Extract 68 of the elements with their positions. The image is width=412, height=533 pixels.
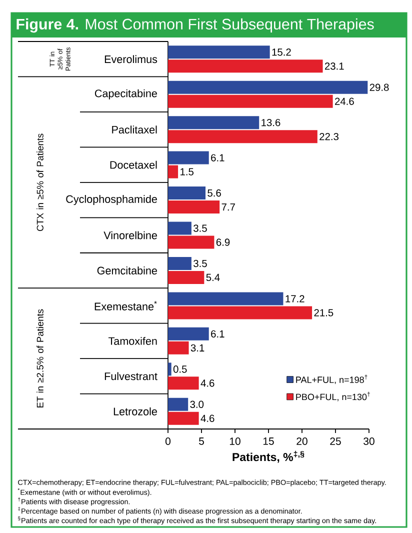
data-label: 7.7	[222, 204, 235, 211]
x-axis-title: Patients, %$^{‡,§}$	[232, 450, 304, 463]
bar	[168, 376, 199, 390]
y-tick-label: Exemestane$^{*}$	[94, 301, 157, 310]
x-tick-label: 15	[263, 438, 274, 445]
bar	[168, 362, 172, 376]
x-tick-label: 10	[230, 438, 240, 445]
data-label: 5.6	[208, 189, 221, 197]
data-label: 13.6	[262, 118, 280, 126]
data-label: 4.6	[200, 380, 214, 387]
legend-label: PBO+FUL, n=130$^{†}$	[296, 392, 370, 402]
data-label: 22.3	[320, 132, 338, 140]
data-label: 0.5	[173, 366, 187, 373]
bar	[168, 412, 199, 425]
y-tick-label: Gemcitabine	[97, 266, 157, 274]
bar	[168, 60, 323, 73]
data-label: 15.2	[272, 48, 291, 56]
x-tick-label: 5	[198, 438, 204, 445]
y-tick-label: Cyclophosphamide	[66, 194, 157, 206]
chart-title: Figure 4. Most Common First Subsequent Therapies	[16, 18, 374, 33]
data-label: 3.1	[190, 344, 204, 352]
bar	[168, 46, 270, 59]
y-tick-label: Capecitabine	[94, 89, 157, 100]
data-label: 29.8	[370, 84, 389, 91]
data-label: 6.1	[211, 330, 224, 338]
data-label: 1.5	[180, 168, 194, 176]
bar	[168, 165, 178, 178]
bar	[168, 222, 192, 235]
y-tick-label: Vinorelbine	[104, 231, 157, 240]
y-tick-label: Everolimus	[104, 55, 158, 64]
data-label: 3.5	[194, 260, 207, 268]
bar	[168, 270, 204, 284]
y-tick-label: Tamoxifen	[108, 336, 157, 345]
data-label: 6.1	[211, 154, 224, 162]
bar	[168, 116, 260, 130]
bar	[168, 80, 368, 94]
bar	[168, 327, 209, 340]
text: ET in ≥2.5% of Patients	[36, 309, 44, 408]
bar	[168, 130, 318, 144]
x-tick-label: 0	[165, 438, 170, 445]
bar	[168, 256, 192, 270]
data-label: 5.4	[206, 274, 220, 282]
y-tick-label: Paclitaxel	[112, 126, 157, 134]
data-label: 21.5	[314, 309, 334, 316]
data-label: 4.6	[200, 414, 214, 422]
bar	[168, 306, 312, 320]
data-label: 3.0	[190, 400, 204, 408]
y-tick-label: Docetaxel	[110, 160, 157, 169]
x-tick-label: 20	[296, 438, 308, 445]
y-tick-label: Letrozole	[114, 407, 157, 416]
x-tick-label: 30	[364, 438, 374, 445]
bar	[168, 151, 209, 164]
bar	[168, 200, 220, 214]
data-label: 6.9	[216, 238, 230, 246]
y-tick-label: Fulvestrant	[104, 372, 158, 380]
bar	[168, 292, 284, 306]
text: CTX in ≥5% of Patients	[36, 134, 44, 232]
bar	[168, 341, 189, 354]
bar	[168, 186, 206, 200]
legend-label: PAL+FUL, n=198$^{†}$	[296, 374, 368, 384]
data-label: 17.2	[286, 295, 304, 302]
data-label: 23.1	[324, 62, 344, 70]
data-label: 3.5	[194, 224, 207, 232]
bar	[168, 398, 188, 411]
data-label: 24.6	[335, 98, 354, 105]
bar	[168, 236, 214, 249]
bar	[168, 94, 333, 108]
x-tick-label: 25	[330, 438, 341, 445]
